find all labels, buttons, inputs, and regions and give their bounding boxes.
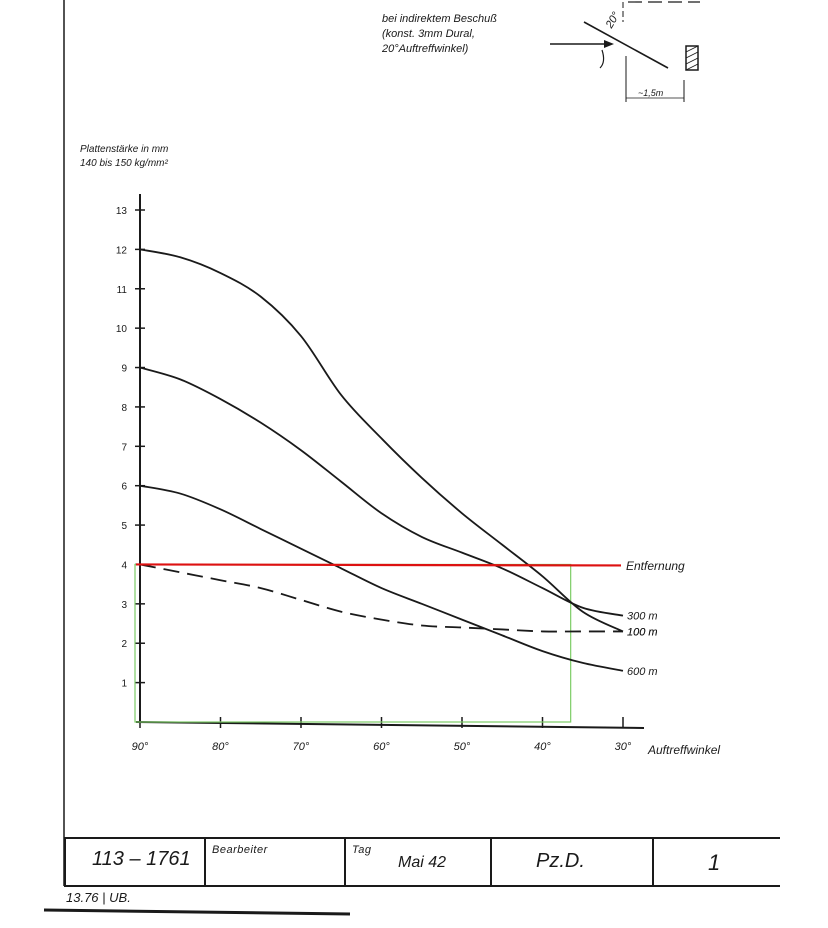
x-axis-label: Auftreffwinkel: [647, 743, 720, 757]
annotation-line-2: (konst. 3mm Dural,: [382, 28, 475, 40]
y-tick-label: 11: [117, 285, 128, 296]
threshold-line: [135, 563, 622, 567]
impact-sketch: bei indirektem Beschuß (konst. 3mm Dural…: [381, 1, 700, 102]
y-tick-label: 12: [116, 245, 128, 256]
sketch-arrowhead: [604, 40, 614, 48]
series-label: 100 m: [627, 626, 658, 638]
bottom-rule: [43, 908, 351, 916]
series-label: 300 m: [627, 611, 658, 623]
series-label: 600 m: [627, 666, 658, 678]
footer-cell-department: Pz.D.: [492, 838, 654, 886]
sketch-angle-label: 20°: [603, 10, 623, 32]
x-tick-label: 30°: [615, 741, 632, 753]
sketch-hatch-4: [685, 63, 699, 71]
x-tick-label: 60°: [373, 741, 390, 753]
y-axis-label-line-2: 140 bis 150 kg/mm²: [80, 158, 168, 169]
x-axis: [135, 721, 645, 729]
sketch-angle-arc: [599, 49, 605, 69]
sketch-distance-label: ~1,5m: [638, 88, 664, 98]
drawing-number: 113 – 1761: [92, 848, 191, 870]
sketch-hatch-2: [685, 51, 699, 59]
series-label: 100 m: [627, 626, 658, 638]
y-tick-label: 10: [116, 324, 128, 335]
highlight-box: [134, 563, 572, 723]
sketch-plate: [583, 21, 669, 69]
y-tick-label: 3: [121, 600, 127, 611]
footer-cell-date: Tag Mai 42: [346, 838, 492, 886]
annotation-line-1: bei indirektem Beschuß: [382, 13, 497, 25]
footer-cell-bearbeiter: Bearbeiter: [206, 838, 346, 886]
y-axis-label-line-1: Plattenstärke in mm: [80, 144, 168, 155]
footer-cell-number: 113 – 1761: [64, 838, 206, 886]
sketch-hatch-1: [685, 45, 699, 53]
x-tick-label: 40°: [534, 741, 551, 753]
y-tick-label: 1: [121, 679, 127, 690]
series-line: [139, 563, 623, 633]
footer-cell-sheet: 1: [654, 838, 780, 886]
department-value: Pz.D.: [536, 850, 585, 872]
bearbeiter-label: Bearbeiter: [212, 844, 268, 856]
y-tick-label: 13: [116, 206, 128, 217]
y-tick-label: 9: [121, 364, 127, 375]
curves: [139, 248, 624, 672]
x-ticks: 90° 80° 70° 60° 50° 40° 30°: [132, 717, 632, 753]
x-tick-label: 50°: [454, 741, 471, 753]
y-tick-label: 5: [121, 521, 127, 532]
series-line: [139, 248, 624, 633]
y-tick-label: 8: [121, 403, 127, 414]
sketch-target-block: [685, 45, 699, 71]
sheet-number: 1: [708, 850, 721, 875]
series-line: [139, 366, 624, 617]
x-tick-label: 70°: [293, 741, 310, 753]
y-tick-label: 6: [121, 482, 127, 493]
x-tick-label: 80°: [212, 741, 229, 753]
bottom-note: 13.76 | UB.: [66, 890, 131, 905]
sketch-hatch-3: [685, 57, 699, 65]
x-tick-label: 90°: [132, 741, 149, 753]
legend-header: Entfernung: [626, 559, 685, 573]
y-tick-label: 2: [121, 639, 127, 650]
tag-label: Tag: [352, 844, 372, 856]
date-value: Mai 42: [398, 854, 447, 871]
y-tick-label: 4: [121, 560, 127, 571]
series-line: [139, 484, 624, 672]
annotation-line-3: 20°Auftreffwinkel): [381, 43, 469, 55]
y-tick-label: 7: [121, 442, 127, 453]
